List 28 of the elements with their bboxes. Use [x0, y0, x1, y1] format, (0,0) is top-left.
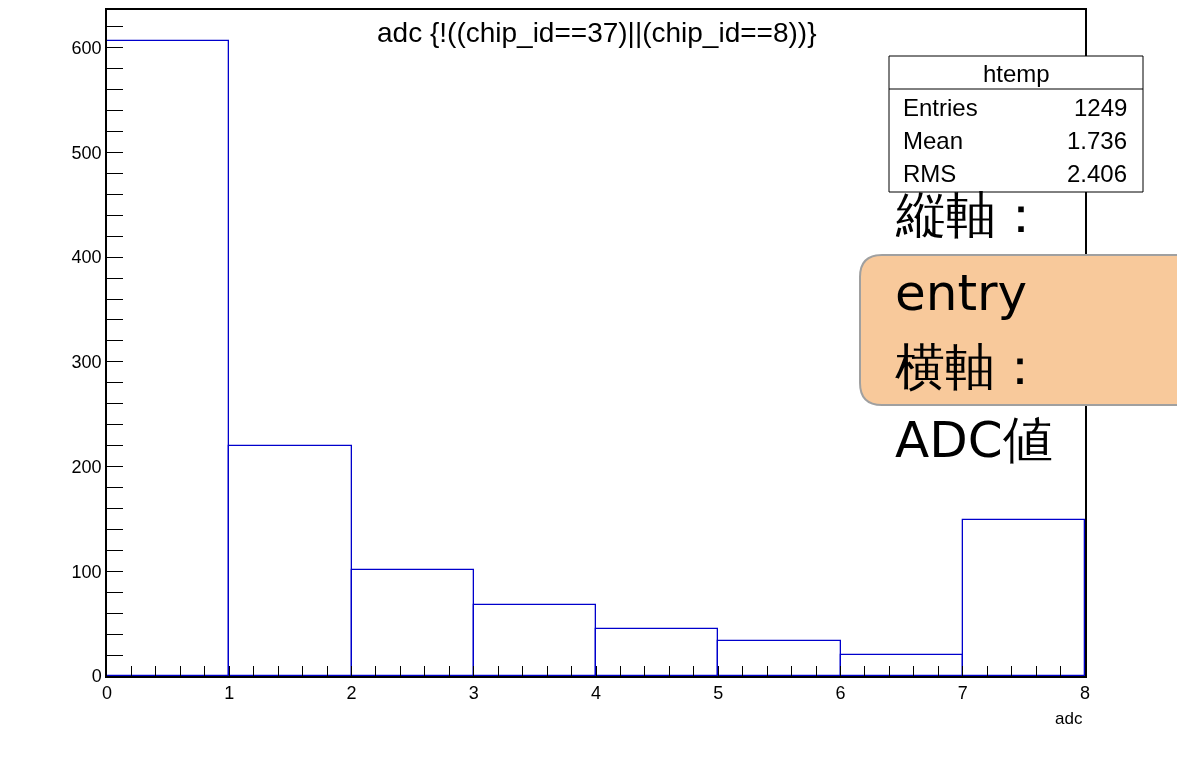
annotation: 2.406: [1067, 160, 1128, 187]
x-tick-label: 1: [224, 683, 235, 704]
x-tick-label: 7: [957, 683, 968, 704]
annotation: 1249: [1074, 94, 1128, 121]
annotation: ADC値: [895, 411, 1053, 469]
annotation: 横軸：: [895, 338, 1045, 396]
x-axis-title: adc: [1055, 709, 1083, 728]
y-tick-label: 100: [71, 561, 102, 582]
annotation: RMS: [903, 160, 957, 187]
x-tick-label: 5: [713, 683, 724, 704]
annotation: Entries: [903, 94, 978, 121]
chart-title: adc {!((chip_id==37)||(chip_id==8))}: [377, 17, 817, 48]
x-tick-label: 6: [835, 683, 846, 704]
x-tick-label: 4: [590, 683, 602, 704]
annotation: Mean: [903, 127, 964, 154]
x-tick-label: 3: [468, 683, 479, 704]
annotation: 1.736: [1067, 127, 1128, 154]
annotation: htemp: [983, 60, 1050, 87]
x-tick-label: 8: [1079, 683, 1091, 704]
y-tick-label: 0: [91, 666, 102, 687]
y-tick-label: 400: [71, 247, 102, 268]
y-tick-label: 500: [71, 142, 102, 163]
annotation: 縦軸：: [895, 186, 1046, 244]
annotation: entry: [895, 264, 1028, 322]
x-tick-label: 2: [346, 683, 357, 704]
y-tick-label: 300: [71, 352, 102, 373]
y-tick-label: 600: [71, 38, 102, 58]
y-tick-label: 200: [71, 456, 102, 477]
